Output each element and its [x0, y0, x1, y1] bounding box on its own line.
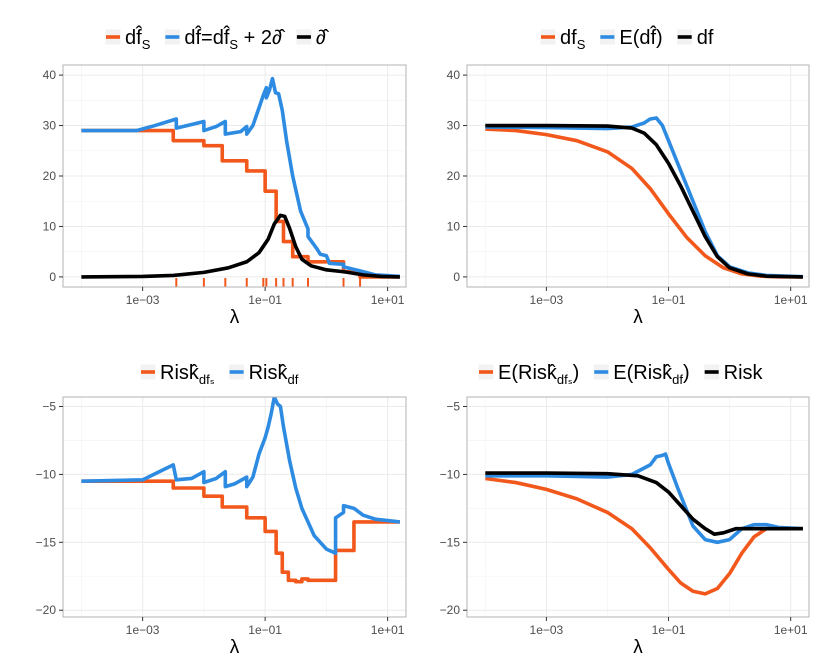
- y-tick-label: −10: [440, 467, 461, 481]
- plot-background: [467, 397, 809, 617]
- legend-label: dfS: [560, 27, 586, 52]
- y-tick-label: −5: [42, 400, 56, 414]
- x-tick-label: 1e−01: [248, 293, 282, 307]
- legend-label: Risk̂dfₛ: [160, 362, 215, 387]
- y-tick-label: 30: [447, 119, 461, 133]
- y-tick-label: 20: [43, 169, 57, 183]
- y-tick-label: 40: [43, 68, 57, 82]
- series-group: [485, 116, 803, 279]
- series-line-3: [485, 471, 803, 536]
- legend-label: E(Risk̂dfₛ): [498, 362, 579, 387]
- legend-label: df: [697, 27, 714, 49]
- legend-item-3: ∂̂: [295, 27, 330, 49]
- legend-item-1: dfS: [539, 27, 586, 52]
- legend: df̂S df̂=df̂S + 2∂̂ ∂̂: [104, 26, 330, 52]
- legend-label: E(Risk̂df): [613, 362, 689, 387]
- y-tick-label: −20: [36, 603, 57, 617]
- x-axis-title: λ: [633, 307, 643, 328]
- series-line-3: [485, 123, 803, 279]
- x-tick-label: 1e−03: [530, 623, 564, 637]
- legend-item-1: Risk̂dfₛ: [139, 362, 215, 387]
- legend-label: E(df̂): [619, 26, 662, 49]
- y-tick-label: 40: [447, 68, 461, 82]
- x-tick-label: 1e−01: [652, 623, 686, 637]
- x-axis-title: λ: [633, 637, 643, 658]
- legend: dfS E(df̂) df: [539, 26, 714, 52]
- legend-label: Risk̂df: [249, 362, 299, 387]
- legend-item-2: df̂=df̂S + 2∂̂: [163, 26, 286, 52]
- x-tick-label: 1e−03: [126, 293, 160, 307]
- y-tick-label: −15: [36, 535, 57, 549]
- legend-item-2: E(Risk̂df): [592, 362, 690, 387]
- y-tick-label: −15: [440, 535, 461, 549]
- y-tick-label: 10: [43, 219, 57, 233]
- x-axis-title: λ: [230, 307, 240, 328]
- x-tick-label: 1e+01: [371, 623, 405, 637]
- x-tick-label: 1e−01: [248, 623, 282, 637]
- series-group: [81, 397, 401, 584]
- x-tick-label: 1e+01: [774, 293, 808, 307]
- panel-border: [62, 396, 407, 618]
- y-tick-label: 10: [447, 219, 461, 233]
- x-axis-title: λ: [230, 637, 240, 658]
- chart-panel-2: 0 10 20 30 40 1e−03 1e−01 1e+01 λ dfS E(df̂) df: [447, 26, 810, 328]
- x-tick-label: 1e−01: [652, 293, 686, 307]
- y-tick-label: 0: [453, 270, 460, 284]
- y-tick-label: −5: [446, 400, 460, 414]
- series-line-2: [81, 76, 400, 279]
- y-tick-label: −20: [440, 603, 461, 617]
- series-group: [81, 76, 400, 279]
- series-group: [485, 452, 803, 596]
- x-tick-label: 1e+01: [774, 623, 808, 637]
- y-tick-label: 0: [49, 270, 56, 284]
- y-tick-label: −10: [36, 467, 57, 481]
- y-tick-label: 20: [447, 169, 461, 183]
- x-tick-label: 1e+01: [371, 293, 405, 307]
- x-tick-label: 1e−03: [126, 623, 160, 637]
- legend: Risk̂dfₛ Risk̂df: [139, 362, 299, 387]
- legend-item-2: Risk̂df: [228, 362, 299, 387]
- chart-panel-1: 0 10 20 30 40 1e−03 1e−01 1e+01 λ df̂S df̂=df̂S + …: [43, 26, 407, 328]
- legend-item-1: E(Risk̂dfₛ): [477, 362, 579, 387]
- legend: E(Risk̂dfₛ) E(Risk̂df) Risk: [477, 362, 764, 387]
- series-line-1: [81, 479, 400, 584]
- x-tick-label: 1e−03: [530, 293, 564, 307]
- panel-border: [466, 396, 810, 618]
- legend-item-3: Risk: [703, 362, 764, 384]
- major-gridlines: [467, 397, 809, 617]
- legend-label: df̂=df̂S + 2∂̂: [184, 26, 286, 52]
- major-gridlines: [63, 397, 406, 617]
- legend-item-2: E(df̂): [598, 26, 663, 49]
- series-line-2: [81, 397, 401, 555]
- legend-label: Risk: [724, 362, 764, 384]
- legend-item-1: df̂S: [104, 26, 151, 52]
- legend-label: df̂S: [125, 26, 151, 52]
- legend-item-3: df: [676, 27, 714, 49]
- series-line-3: [81, 213, 400, 279]
- y-tick-label: 30: [43, 119, 57, 133]
- rug-marks: [175, 278, 362, 287]
- series-line-1: [485, 476, 803, 596]
- minor-gridlines: [467, 397, 809, 617]
- legend-label: ∂̂: [316, 27, 330, 49]
